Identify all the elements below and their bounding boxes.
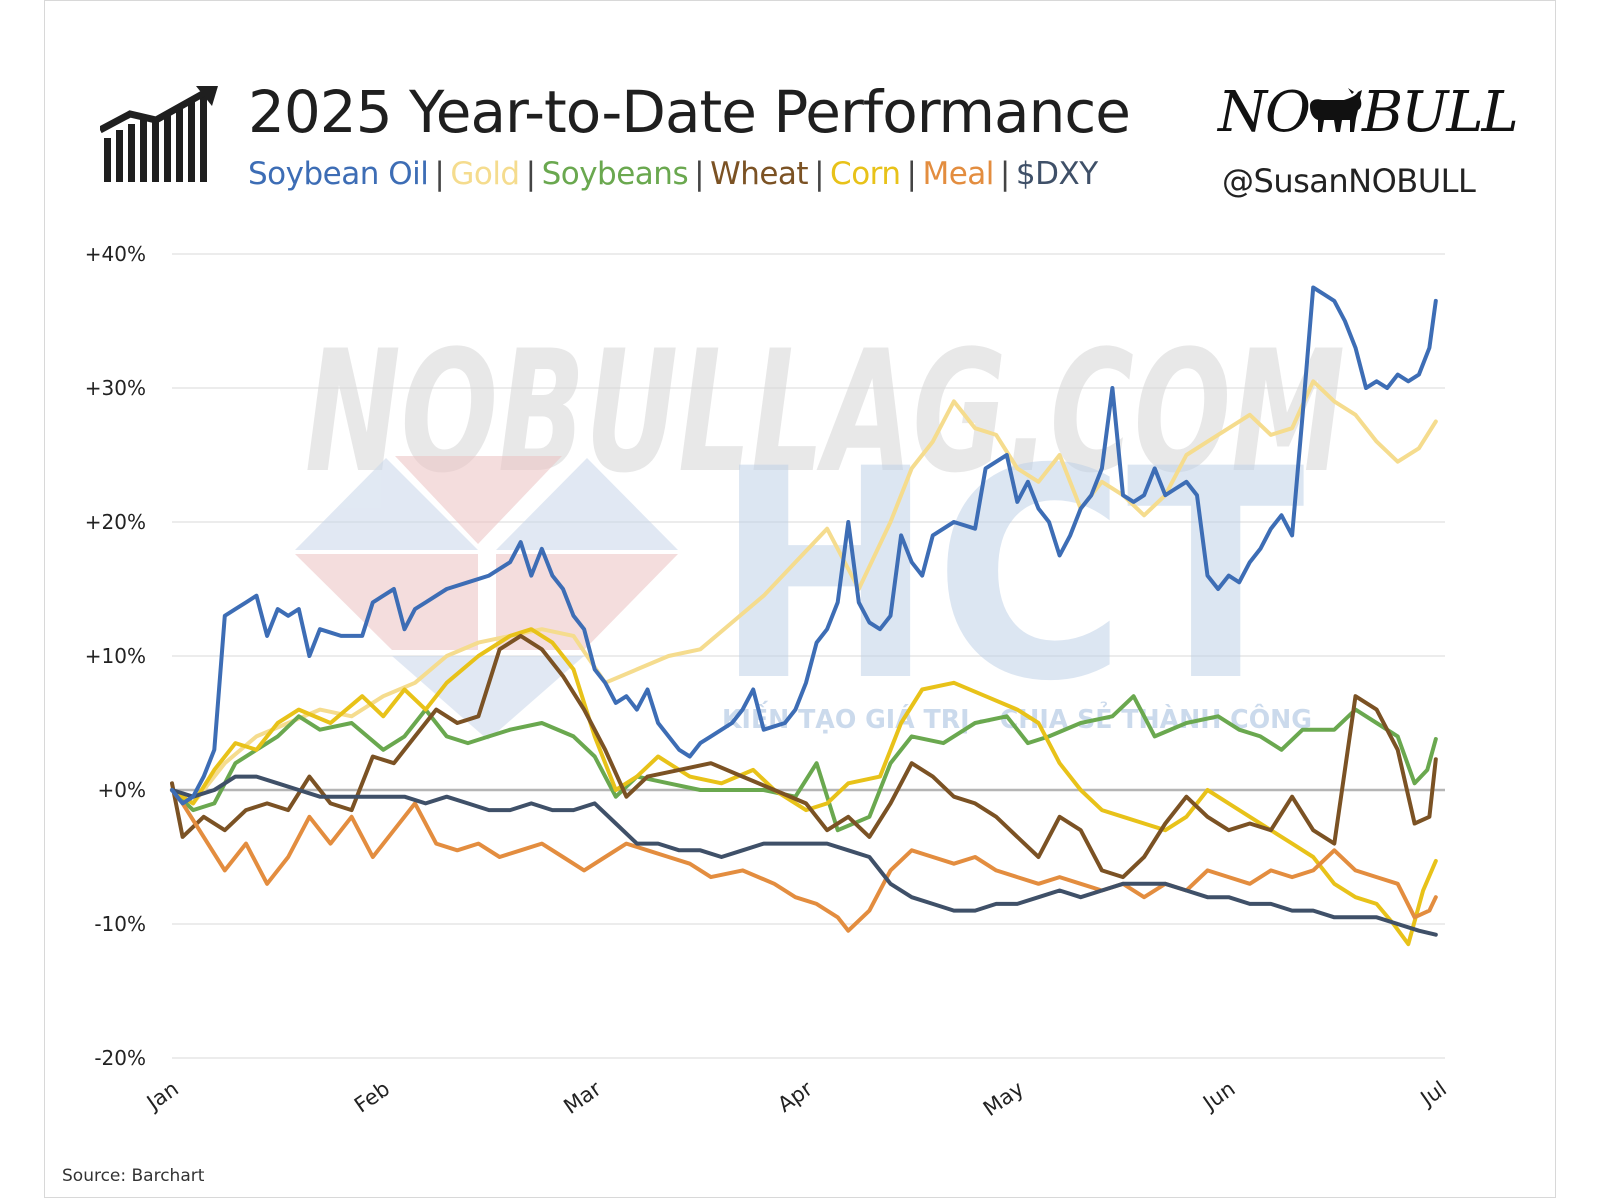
x-tick-label: Jul xyxy=(1415,1076,1451,1111)
chart-card xyxy=(44,0,1556,1198)
series-line-soybeans xyxy=(170,694,1438,833)
source-note: Source: Barchart xyxy=(62,1166,205,1186)
x-tick-label: Feb xyxy=(350,1076,394,1117)
bull-icon xyxy=(1310,88,1362,132)
grid xyxy=(172,253,1445,1059)
legend-item: $DXY xyxy=(1015,156,1098,192)
y-tick-label: -10% xyxy=(94,912,146,936)
legend-separator: | xyxy=(434,156,445,192)
y-tick-label: +10% xyxy=(85,644,146,668)
chart-title: 2025 Year-to-Date Performance xyxy=(248,78,1131,146)
legend-separator: | xyxy=(814,156,825,192)
y-tick-label: +40% xyxy=(85,242,146,266)
x-tick-label: Jun xyxy=(1197,1076,1239,1116)
legend-item: Corn xyxy=(830,156,901,192)
logo-text-no: NO xyxy=(1218,80,1311,145)
series-line-dxy xyxy=(170,774,1438,937)
legend-separator: | xyxy=(906,156,917,192)
y-tick-label: +20% xyxy=(85,510,146,534)
legend-item: Soybean Oil xyxy=(248,156,429,192)
legend-item: Gold xyxy=(450,156,520,192)
x-axis: Jan Feb Mar Apr May Jun Jul xyxy=(141,1076,1451,1121)
hct-diamond-logo xyxy=(295,456,678,740)
series-line-meal xyxy=(170,788,1438,933)
x-tick-label: Jan xyxy=(141,1076,183,1115)
y-tick-label: +30% xyxy=(85,376,146,400)
legend-separator: | xyxy=(525,156,536,192)
y-tick-label: -20% xyxy=(94,1046,146,1070)
bar-chart-trend-icon xyxy=(100,86,218,182)
legend-item: Soybeans xyxy=(541,156,689,192)
x-tick-label: May xyxy=(979,1076,1028,1121)
series-line-wheat xyxy=(170,633,1438,880)
twitter-handle: @SusanNOBULL xyxy=(1222,162,1476,200)
y-axis: +40% +30% +20% +10% +0% -10% -20% xyxy=(85,242,146,1070)
logo-text-bull: BULL xyxy=(1362,80,1519,145)
y-tick-label: +0% xyxy=(98,778,147,802)
legend-item: Wheat xyxy=(710,156,809,192)
x-tick-label: Mar xyxy=(559,1076,606,1119)
nobull-logo: NO BULL xyxy=(1218,80,1519,150)
series-line-soybean-oil xyxy=(170,285,1438,806)
legend-item: Meal xyxy=(922,156,994,192)
series-line-gold xyxy=(170,379,1438,806)
legend: Soybean Oil | Gold | Soybeans | Wheat | Corn | Mea… xyxy=(248,156,1098,192)
legend-separator: | xyxy=(694,156,705,192)
series-lines xyxy=(170,285,1438,947)
legend-separator: | xyxy=(999,156,1010,192)
x-tick-label: Apr xyxy=(773,1076,817,1117)
